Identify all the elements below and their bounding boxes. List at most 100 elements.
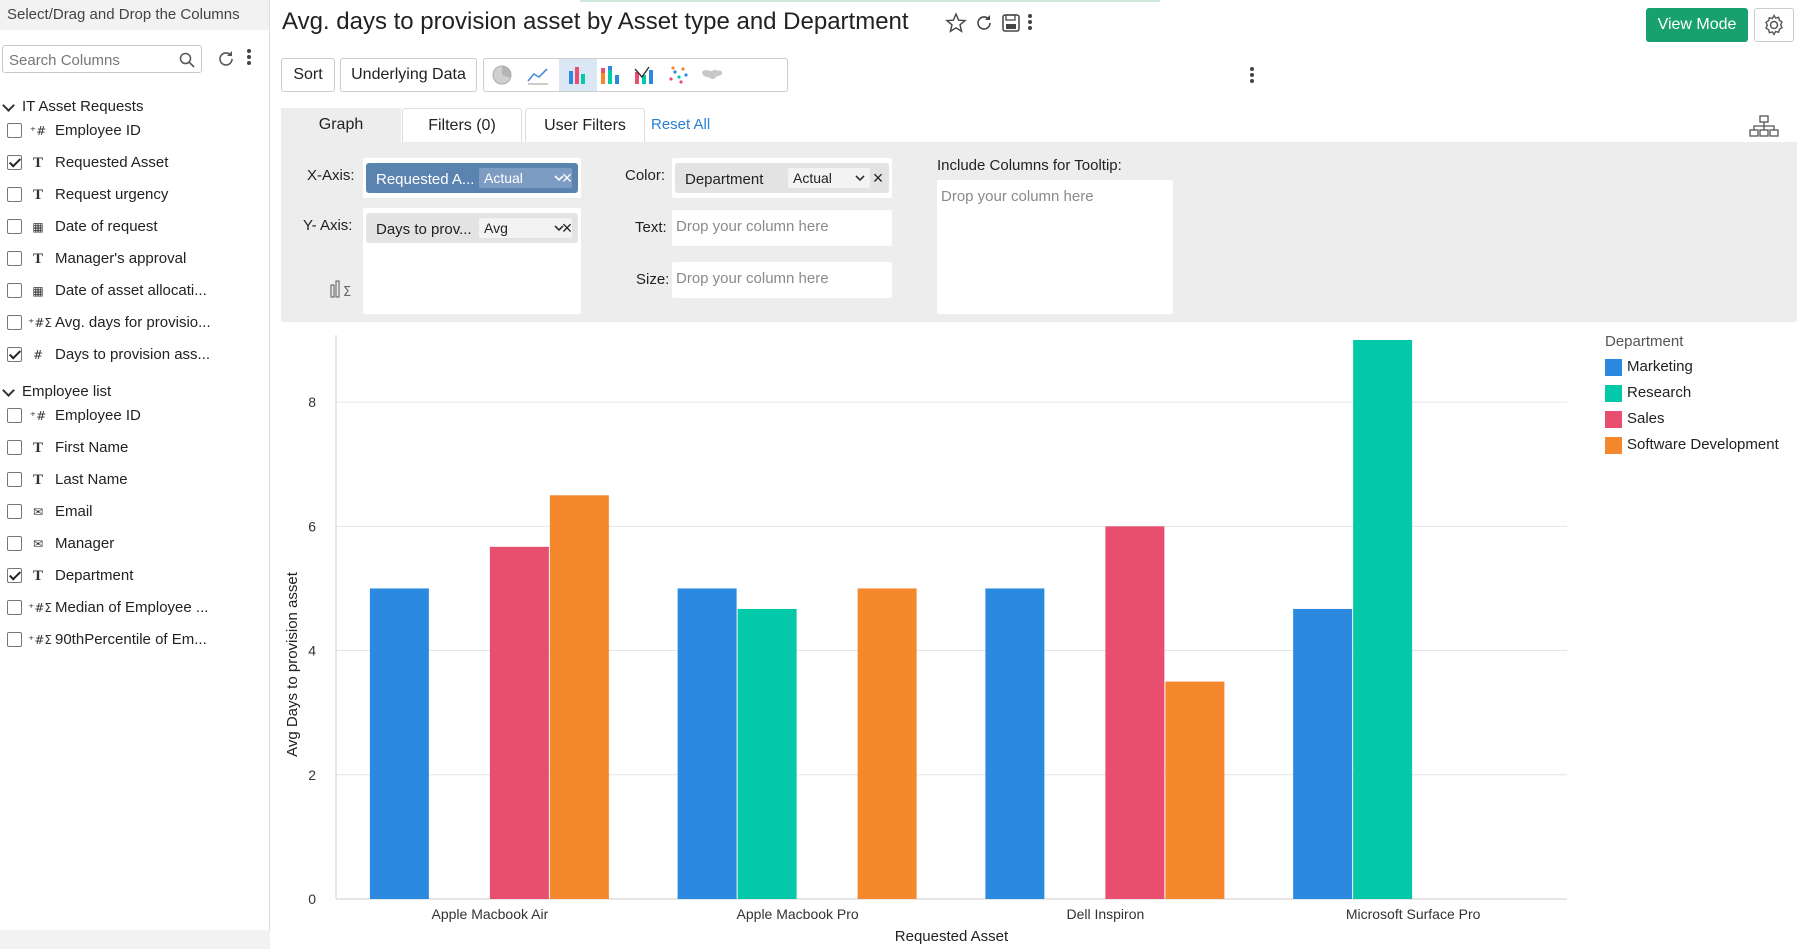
sort-button[interactable]: Sort <box>281 58 335 92</box>
tab-user-filters[interactable]: User Filters <box>525 108 645 142</box>
group-header-1[interactable]: Employee list <box>0 380 270 404</box>
combo-chart-icon[interactable] <box>632 63 656 87</box>
color-aggregation[interactable]: Actual <box>788 168 870 188</box>
text-type-icon: T <box>32 251 43 267</box>
column-label: Median of Employee ... <box>55 599 209 616</box>
title-more-icon[interactable] <box>1025 12 1035 34</box>
view-mode-button[interactable]: View Mode <box>1646 8 1748 42</box>
refresh-icon[interactable] <box>216 49 236 69</box>
y-axis-label: Y- Axis: <box>303 217 353 234</box>
remove-x-axis-icon[interactable]: × <box>561 168 573 188</box>
column-item[interactable]: ▦ Date of request <box>0 214 270 240</box>
column-item[interactable]: ✉ Email <box>0 499 270 525</box>
x-axis-drop-zone[interactable]: Requested A... Actual × <box>363 158 581 198</box>
column-item[interactable]: T First Name <box>0 435 270 461</box>
column-label: Date of request <box>55 218 158 235</box>
stacked-bar-chart-icon[interactable] <box>598 63 622 87</box>
column-checkbox[interactable] <box>7 536 22 551</box>
column-checkbox[interactable] <box>7 408 22 423</box>
reset-all-link[interactable]: Reset All <box>651 116 711 133</box>
y-axis-drop-zone[interactable]: Days to prov... Avg × <box>363 208 581 314</box>
star-icon[interactable] <box>945 12 967 34</box>
hierarchy-icon[interactable] <box>1749 114 1779 138</box>
text-drop-zone[interactable]: Drop your column here <box>672 210 892 246</box>
column-checkbox[interactable] <box>7 600 22 615</box>
reload-icon[interactable] <box>973 12 995 34</box>
sidebar-header: Select/Drag and Drop the Columns <box>0 0 269 30</box>
save-icon[interactable] <box>1000 12 1022 34</box>
size-drop-zone[interactable]: Drop your column here <box>672 262 892 298</box>
tooltip-drop-zone[interactable]: Drop your column here <box>937 180 1173 314</box>
tab-filters[interactable]: Filters (0) <box>402 108 522 142</box>
y-axis-agg-text: Avg <box>484 220 508 236</box>
group-header-0[interactable]: IT Asset Requests <box>0 95 270 119</box>
column-checkbox[interactable] <box>7 315 22 330</box>
column-checkbox[interactable] <box>7 251 22 266</box>
column-checkbox[interactable] <box>7 632 22 647</box>
column-item[interactable]: T Request urgency <box>0 182 270 208</box>
column-item[interactable]: T Last Name <box>0 467 270 493</box>
y-axis-aggregation[interactable]: Avg <box>479 218 572 238</box>
column-label: Request urgency <box>55 186 169 203</box>
pie-chart-icon[interactable] <box>490 63 514 87</box>
scatter-chart-icon[interactable] <box>666 63 690 87</box>
legend-item[interactable]: Research <box>1605 381 1795 407</box>
top-accent-bar <box>580 0 1160 2</box>
remove-color-icon[interactable]: × <box>872 168 884 188</box>
column-checkbox[interactable] <box>7 123 22 138</box>
chevron-down-icon <box>2 384 15 397</box>
column-checkbox[interactable] <box>7 283 22 298</box>
column-checkbox[interactable] <box>7 440 22 455</box>
underlying-data-button[interactable]: Underlying Data <box>340 58 477 92</box>
text-type-icon: T <box>32 472 43 488</box>
search-input[interactable] <box>9 50 175 70</box>
search-box[interactable] <box>2 45 202 73</box>
legend-item[interactable]: Sales <box>1605 407 1795 433</box>
more-options-icon[interactable] <box>244 47 254 71</box>
column-item[interactable]: ⁺# Employee ID <box>0 403 270 429</box>
column-item[interactable]: ▦ Date of asset allocati... <box>0 278 270 304</box>
column-item[interactable]: ⁺#Σ 90thPercentile of Em... <box>0 627 270 653</box>
legend-label: Research <box>1627 384 1692 401</box>
column-item[interactable]: T Requested Asset <box>0 150 270 176</box>
chart-type-more-icon[interactable] <box>1247 65 1257 87</box>
size-label: Size: <box>636 271 670 288</box>
formula-type-icon: ⁺#Σ <box>28 601 52 615</box>
legend-item[interactable]: Marketing <box>1605 355 1795 381</box>
bar-chart-button[interactable] <box>559 59 597 91</box>
column-checkbox[interactable] <box>7 472 22 487</box>
column-checkbox[interactable] <box>7 504 22 519</box>
bar <box>1105 526 1165 899</box>
search-icon[interactable] <box>179 52 195 68</box>
remove-y-axis-icon[interactable]: × <box>561 218 573 238</box>
x-tick-label: Apple Macbook Pro <box>737 906 859 922</box>
group-title: IT Asset Requests <box>22 98 144 115</box>
legend-title: Department <box>1605 333 1684 350</box>
column-checkbox[interactable] <box>7 187 22 202</box>
column-checkbox[interactable] <box>7 155 22 170</box>
map-chart-icon[interactable] <box>700 63 724 87</box>
settings-button[interactable] <box>1754 8 1794 42</box>
tooltip-drop-placeholder: Drop your column here <box>941 188 1094 205</box>
add-measure-icon[interactable]: Σ <box>329 279 355 299</box>
legend-item[interactable]: Software Development <box>1605 433 1795 459</box>
column-item[interactable]: ⁺# Employee ID <box>0 118 270 144</box>
color-drop-zone[interactable]: Department Actual × <box>672 158 892 198</box>
column-checkbox[interactable] <box>7 568 22 583</box>
column-item[interactable]: ⁺#Σ Avg. days for provisio... <box>0 310 270 336</box>
x-axis-pill[interactable]: Requested A... Actual × <box>366 163 578 193</box>
column-item[interactable]: ⁺#Σ Median of Employee ... <box>0 595 270 621</box>
chevron-down-icon <box>554 175 564 182</box>
bar <box>549 495 609 899</box>
y-axis-pill[interactable]: Days to prov... Avg × <box>366 213 578 243</box>
column-item[interactable]: # Days to provision ass... <box>0 342 270 368</box>
color-pill[interactable]: Department Actual × <box>675 163 889 193</box>
x-axis-aggregation[interactable]: Actual <box>479 168 572 188</box>
column-checkbox[interactable] <box>7 219 22 234</box>
line-chart-icon[interactable] <box>526 63 550 87</box>
column-item[interactable]: ✉ Manager <box>0 531 270 557</box>
column-checkbox[interactable] <box>7 347 22 362</box>
tab-graph[interactable]: Graph <box>281 108 401 142</box>
column-item[interactable]: T Manager's approval <box>0 246 270 272</box>
column-item[interactable]: T Department <box>0 563 270 589</box>
